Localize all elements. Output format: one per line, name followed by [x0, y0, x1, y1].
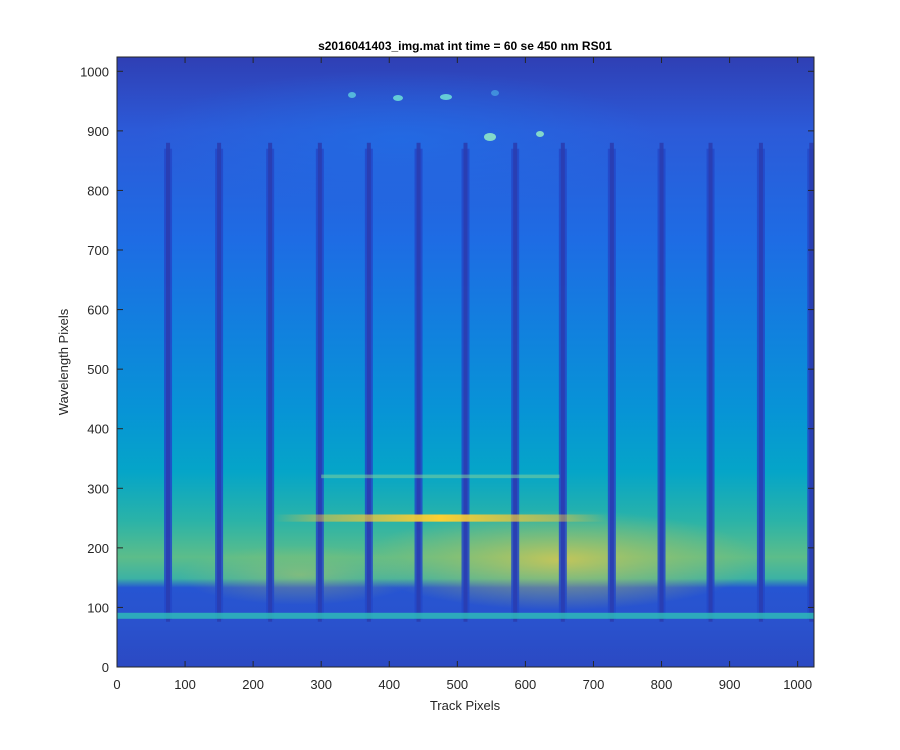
bright-spots	[348, 90, 544, 141]
y-tick-label: 1000	[80, 64, 109, 79]
dark-track-column-core	[809, 142, 814, 622]
dark-track-column-core	[708, 142, 713, 622]
dark-track-column-core	[513, 142, 518, 622]
x-axis-label: Track Pixels	[430, 698, 501, 713]
y-axis-ticks: 0 100 200 300 400 500 600 700 800 900 1000	[80, 64, 814, 675]
dark-track-column-core	[416, 142, 421, 622]
x-tick-label: 600	[515, 677, 537, 692]
x-tick-label: 200	[242, 677, 264, 692]
bright-band	[273, 514, 608, 522]
bright-spot	[484, 133, 496, 141]
spectral-bands	[117, 474, 814, 619]
dark-track-column-core	[317, 142, 322, 622]
axes-box	[116, 56, 815, 668]
chart-title: s2016041403_img.mat int time = 60 se 450…	[318, 39, 612, 53]
x-tick-label: 400	[378, 677, 400, 692]
y-tick-label: 400	[87, 422, 109, 437]
dark-track-column-core	[609, 142, 614, 622]
y-tick-label: 700	[87, 243, 109, 258]
dark-track-column-core	[659, 142, 664, 622]
y-tick-label: 0	[102, 660, 109, 675]
y-tick-label: 100	[87, 600, 109, 615]
x-axis-ticks: 0 100 200 300 400 500 600 700 800 900 1000	[113, 57, 812, 692]
x-tick-label: 0	[113, 677, 120, 692]
y-tick-label: 200	[87, 541, 109, 556]
y-tick-label: 900	[87, 124, 109, 139]
x-tick-label: 900	[719, 677, 741, 692]
plot-area	[117, 57, 814, 667]
bright-spot	[393, 95, 403, 101]
dark-track-columns	[164, 142, 814, 622]
x-tick-label: 800	[651, 677, 673, 692]
x-tick-label: 500	[446, 677, 468, 692]
bright-spot	[536, 131, 544, 137]
bright-spot	[491, 90, 499, 96]
y-tick-label: 800	[87, 183, 109, 198]
dark-track-column-core	[217, 142, 222, 622]
yellow-glow-region-left	[180, 545, 420, 605]
x-tick-label: 100	[174, 677, 196, 692]
y-tick-label: 600	[87, 303, 109, 318]
dark-track-column-core	[366, 142, 371, 622]
dark-track-column-core	[268, 142, 273, 622]
dark-track-column-core	[166, 142, 171, 622]
x-tick-label: 1000	[783, 677, 812, 692]
dark-track-column-core	[463, 142, 468, 622]
y-tick-label: 300	[87, 481, 109, 496]
x-tick-label: 300	[310, 677, 332, 692]
secondary-band	[321, 474, 560, 479]
dark-track-column-core	[758, 142, 763, 622]
low-edge-line	[117, 612, 814, 619]
bright-spot	[348, 92, 356, 98]
dark-track-column-core	[560, 142, 565, 622]
bright-spot	[440, 94, 452, 100]
x-tick-label: 700	[583, 677, 605, 692]
y-tick-label: 500	[87, 362, 109, 377]
y-axis-label: Wavelength Pixels	[56, 308, 71, 415]
